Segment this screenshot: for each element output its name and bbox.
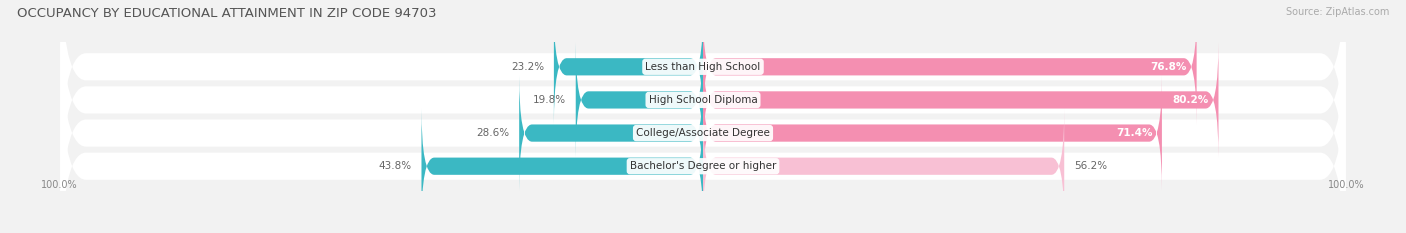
- Text: Bachelor's Degree or higher: Bachelor's Degree or higher: [630, 161, 776, 171]
- Text: 76.8%: 76.8%: [1150, 62, 1187, 72]
- Text: 43.8%: 43.8%: [378, 161, 412, 171]
- Text: 28.6%: 28.6%: [477, 128, 509, 138]
- Text: High School Diploma: High School Diploma: [648, 95, 758, 105]
- Text: College/Associate Degree: College/Associate Degree: [636, 128, 770, 138]
- Text: 71.4%: 71.4%: [1116, 128, 1153, 138]
- FancyBboxPatch shape: [703, 109, 1064, 224]
- FancyBboxPatch shape: [60, 14, 1346, 233]
- FancyBboxPatch shape: [575, 42, 703, 158]
- FancyBboxPatch shape: [422, 109, 703, 224]
- Text: 100.0%: 100.0%: [41, 180, 77, 190]
- Text: Less than High School: Less than High School: [645, 62, 761, 72]
- Text: Source: ZipAtlas.com: Source: ZipAtlas.com: [1285, 7, 1389, 17]
- FancyBboxPatch shape: [703, 42, 1219, 158]
- FancyBboxPatch shape: [60, 0, 1346, 219]
- Text: 100.0%: 100.0%: [1329, 180, 1365, 190]
- FancyBboxPatch shape: [554, 9, 703, 124]
- Text: OCCUPANCY BY EDUCATIONAL ATTAINMENT IN ZIP CODE 94703: OCCUPANCY BY EDUCATIONAL ATTAINMENT IN Z…: [17, 7, 436, 20]
- FancyBboxPatch shape: [703, 75, 1161, 191]
- FancyBboxPatch shape: [60, 0, 1346, 186]
- FancyBboxPatch shape: [703, 9, 1197, 124]
- Text: 80.2%: 80.2%: [1173, 95, 1209, 105]
- Text: 23.2%: 23.2%: [512, 62, 544, 72]
- Text: 19.8%: 19.8%: [533, 95, 567, 105]
- FancyBboxPatch shape: [519, 75, 703, 191]
- Text: 56.2%: 56.2%: [1074, 161, 1107, 171]
- FancyBboxPatch shape: [60, 47, 1346, 233]
